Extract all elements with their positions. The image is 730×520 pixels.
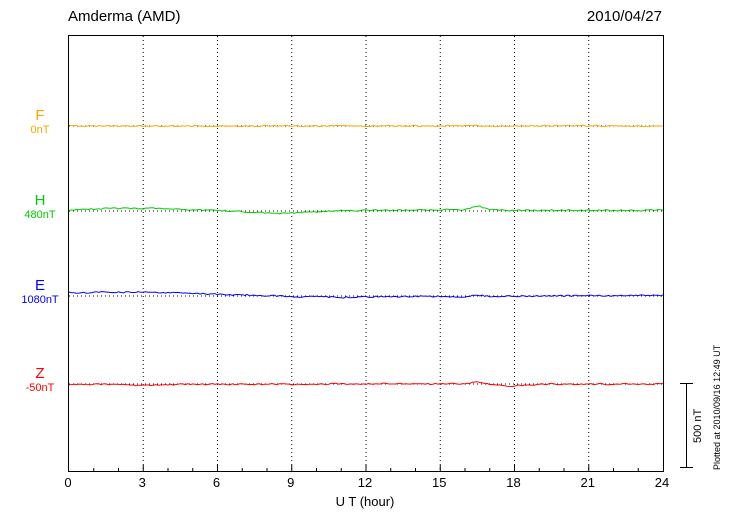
channel-letter: Z xyxy=(35,365,45,382)
plot-date: 2010/04/27 xyxy=(586,8,662,25)
x-tick-label: 15 xyxy=(432,475,447,490)
channel-letter: E xyxy=(34,277,45,294)
trace-H xyxy=(69,205,663,215)
channel-baseline-value: 480nT xyxy=(24,209,56,221)
x-tick-label: 24 xyxy=(654,475,670,490)
channel-baseline-value: 1080nT xyxy=(21,294,59,306)
x-tick-label: 18 xyxy=(506,475,521,490)
trace-F xyxy=(69,124,663,128)
trace-E xyxy=(69,291,663,299)
plot-timestamp-note: Plotted at 2010/09/16 12:49 UT xyxy=(712,344,722,470)
x-axis-title: U T (hour) xyxy=(335,494,395,509)
channel-baseline-value: -50nT xyxy=(25,382,55,394)
channel-label-E: E 1080nT xyxy=(12,278,68,307)
station-title: Amderma (AMD) xyxy=(68,8,181,25)
channel-label-Z: Z -50nT xyxy=(12,366,68,395)
x-tick-label: 21 xyxy=(580,475,595,490)
x-tick-label: 0 xyxy=(64,475,72,490)
x-tick-label: 12 xyxy=(357,475,373,490)
scale-bar-bottom-tick xyxy=(680,467,693,468)
scale-bar-label: 500 nT xyxy=(692,408,704,443)
x-tick-label: 6 xyxy=(212,475,221,490)
channel-letter: F xyxy=(35,107,45,124)
x-tick-label: 9 xyxy=(287,475,295,490)
x-tick-label: 3 xyxy=(138,475,146,490)
channel-letter: H xyxy=(34,192,46,209)
channel-label-F: F 0nT xyxy=(12,108,68,137)
trace-Z xyxy=(69,381,663,388)
plot-area xyxy=(68,35,664,472)
channel-label-H: H 480nT xyxy=(12,193,68,222)
channel-baseline-value: 0nT xyxy=(30,124,50,136)
scale-bar-line xyxy=(686,383,687,468)
magnetogram-plot-svg xyxy=(69,36,663,471)
